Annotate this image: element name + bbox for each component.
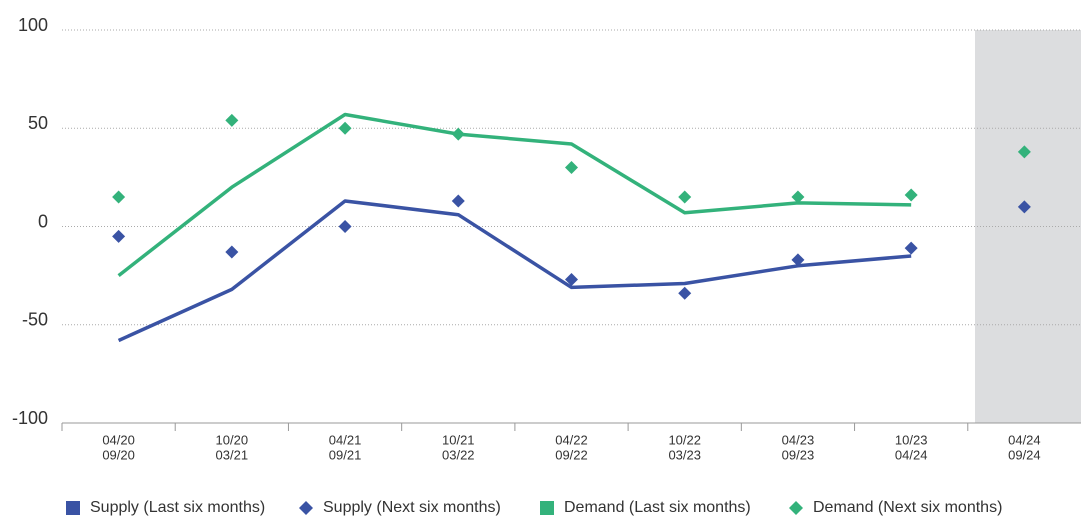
x-tick-label: 04/20 (102, 432, 135, 447)
diamond-marker (1017, 200, 1031, 214)
x-tick-label: 04/24 (895, 447, 928, 462)
legend-swatch (540, 501, 554, 515)
legend-swatch (789, 501, 803, 515)
legend-label: Demand (Next six months) (813, 499, 1002, 516)
series-line (117, 112, 912, 278)
diamond-marker (451, 194, 465, 208)
diamond-marker (338, 220, 352, 233)
diamond-marker (678, 286, 692, 300)
diamond-marker (225, 245, 239, 259)
x-tick-label: 09/20 (102, 447, 135, 462)
x-tick-label: 04/21 (329, 432, 362, 447)
diamond-marker (565, 161, 578, 175)
y-tick-label: -100 (12, 408, 48, 428)
x-tick-label: 03/23 (668, 447, 701, 462)
diamond-marker (791, 190, 805, 204)
diamond-marker (904, 188, 918, 202)
x-tick-label: 10/23 (895, 432, 928, 447)
diamond-marker (225, 113, 239, 127)
diamond-marker (112, 190, 126, 204)
y-tick-label: -50 (22, 310, 48, 330)
legend-swatch (66, 501, 80, 515)
x-tick-label: 09/21 (329, 447, 362, 462)
series-line (117, 199, 912, 343)
x-tick-label: 04/24 (1008, 432, 1041, 447)
x-tick-label: 04/22 (555, 432, 588, 447)
diamond-marker (678, 190, 692, 204)
x-tick-label: 10/22 (668, 432, 701, 447)
legend-label: Supply (Next six months) (323, 499, 501, 516)
legend-label: Supply (Last six months) (90, 499, 265, 516)
x-tick-label: 03/21 (216, 447, 249, 462)
x-tick-label: 09/22 (555, 447, 588, 462)
diamond-marker (112, 229, 126, 243)
x-tick-label: 10/20 (216, 432, 249, 447)
diamond-marker (791, 253, 805, 267)
diamond-marker (338, 121, 352, 135)
y-tick-label: 0 (38, 211, 48, 231)
y-tick-label: 50 (28, 113, 48, 133)
y-tick-label: 100 (18, 15, 48, 35)
x-tick-label: 09/23 (782, 447, 815, 462)
diamond-marker (904, 241, 918, 255)
diamond-marker (451, 127, 465, 141)
legend-label: Demand (Last six months) (564, 499, 751, 516)
x-tick-label: 09/24 (1008, 447, 1041, 462)
x-tick-label: 10/21 (442, 432, 475, 447)
diamond-marker (1017, 145, 1031, 159)
legend-swatch (299, 501, 313, 515)
x-tick-label: 03/22 (442, 447, 475, 462)
diamond-marker (565, 273, 578, 287)
x-tick-label: 04/23 (782, 432, 815, 447)
